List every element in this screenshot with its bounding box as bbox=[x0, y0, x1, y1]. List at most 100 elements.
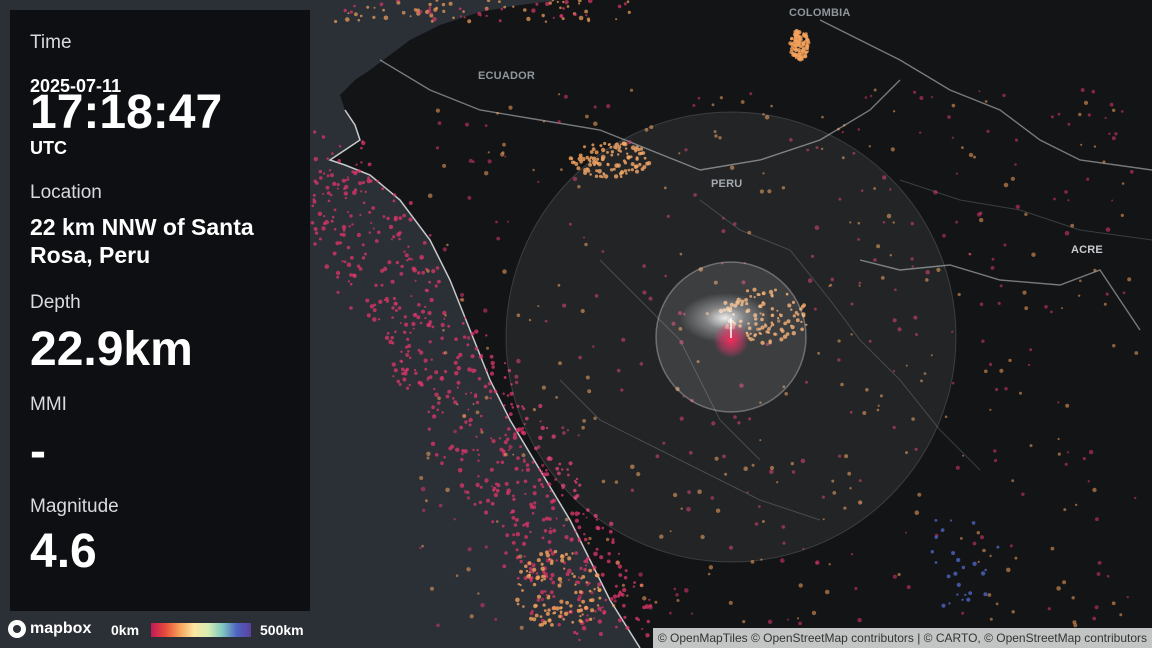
quake-dot bbox=[485, 14, 488, 18]
quake-dot bbox=[432, 414, 437, 419]
quake-dot bbox=[617, 153, 620, 156]
quake-dot bbox=[529, 502, 533, 507]
quake-dot bbox=[643, 156, 647, 160]
quake-dot bbox=[782, 334, 788, 339]
quake-dot bbox=[540, 578, 544, 582]
quake-dot bbox=[592, 565, 597, 570]
quake-dot bbox=[485, 368, 488, 372]
quake-dot bbox=[617, 618, 623, 623]
quake-dot bbox=[382, 8, 385, 12]
quake-dot bbox=[394, 309, 398, 312]
quake-dot bbox=[382, 215, 386, 218]
quake-dot bbox=[536, 594, 542, 599]
quake-dot bbox=[391, 306, 395, 310]
quake-dot bbox=[469, 614, 474, 619]
quake-dot bbox=[581, 156, 586, 162]
quake-dot bbox=[585, 581, 589, 584]
quake-dot bbox=[559, 610, 563, 614]
quake-dot bbox=[558, 93, 561, 96]
quake-dot bbox=[343, 8, 347, 13]
mapbox-logo[interactable]: mapbox bbox=[8, 620, 91, 638]
quake-dot bbox=[807, 278, 813, 283]
quake-dot bbox=[549, 590, 554, 595]
quake-dot bbox=[456, 365, 462, 371]
quake-dot bbox=[1021, 492, 1025, 496]
quake-dot bbox=[336, 275, 340, 279]
quake-dot bbox=[767, 619, 773, 624]
quake-dot bbox=[551, 506, 556, 511]
quake-dot bbox=[361, 181, 365, 185]
quake-dot bbox=[1126, 596, 1129, 599]
quake-dot bbox=[697, 96, 701, 100]
quake-dot bbox=[620, 593, 625, 597]
quake-dot bbox=[1094, 605, 1099, 610]
quake-dot bbox=[515, 548, 519, 552]
quake-dot bbox=[890, 147, 895, 152]
quake-dot bbox=[637, 618, 640, 622]
quake-dot bbox=[609, 597, 614, 601]
quake-dot bbox=[768, 289, 774, 295]
quake-dot bbox=[1010, 176, 1016, 181]
quake-dot bbox=[396, 379, 401, 384]
quake-dot bbox=[623, 161, 628, 165]
quake-dot bbox=[993, 449, 997, 453]
quake-dot bbox=[634, 149, 637, 153]
quake-dot bbox=[333, 227, 337, 231]
quake-dot bbox=[1003, 182, 1009, 188]
quake-dot bbox=[372, 317, 377, 322]
quake-dot bbox=[587, 389, 592, 394]
quake-dot bbox=[485, 334, 488, 337]
quake-dot bbox=[514, 466, 519, 471]
quake-dot bbox=[568, 461, 573, 466]
quake-dot bbox=[424, 499, 428, 503]
quake-dot bbox=[503, 440, 508, 445]
quake-dot bbox=[850, 333, 853, 336]
quake-dot bbox=[311, 204, 315, 208]
quake-dot bbox=[615, 625, 618, 629]
quake-dot bbox=[558, 361, 562, 366]
quake-dot bbox=[880, 276, 885, 280]
quake-dot bbox=[616, 368, 621, 373]
quake-dot bbox=[795, 41, 800, 46]
quake-dot bbox=[796, 617, 800, 620]
quake-dot bbox=[1062, 580, 1067, 585]
quake-dot bbox=[807, 50, 809, 53]
quake-dot bbox=[385, 299, 390, 303]
quake-dot bbox=[979, 535, 985, 540]
quake-dot bbox=[545, 516, 549, 521]
quake-dot bbox=[558, 462, 562, 466]
quake-dot bbox=[472, 403, 475, 405]
quake-dot bbox=[464, 420, 468, 424]
quake-dot bbox=[919, 131, 922, 134]
quake-dot bbox=[393, 193, 397, 197]
quake-dot bbox=[592, 345, 595, 348]
quake-dot bbox=[989, 617, 993, 621]
quake-dot bbox=[313, 227, 318, 231]
quake-dot bbox=[698, 267, 704, 272]
quake-dot bbox=[748, 417, 752, 421]
quake-dot bbox=[914, 447, 918, 451]
quake-dot bbox=[361, 141, 366, 146]
quake-dot bbox=[522, 541, 527, 547]
quake-dot bbox=[391, 362, 396, 367]
quake-dot bbox=[392, 199, 396, 203]
quake-dot bbox=[601, 606, 604, 609]
quake-dot bbox=[977, 560, 980, 564]
quake-dot bbox=[578, 604, 582, 608]
quake-dot bbox=[448, 1, 453, 6]
map-attribution[interactable]: © OpenMapTiles © OpenStreetMap contribut… bbox=[652, 628, 1152, 648]
quake-dot bbox=[663, 186, 667, 190]
quake-dot bbox=[421, 544, 424, 548]
quake-dot bbox=[351, 170, 355, 174]
quake-dot bbox=[1091, 89, 1096, 94]
quake-dot bbox=[338, 145, 342, 148]
quake-dot bbox=[614, 163, 619, 168]
quake-dot bbox=[911, 265, 914, 268]
quake-dot bbox=[582, 512, 585, 516]
quake-dot bbox=[642, 290, 647, 295]
quake-dot bbox=[889, 254, 892, 257]
quake-dot bbox=[507, 220, 510, 223]
quake-dot bbox=[583, 533, 586, 536]
quake-dot bbox=[581, 613, 584, 616]
